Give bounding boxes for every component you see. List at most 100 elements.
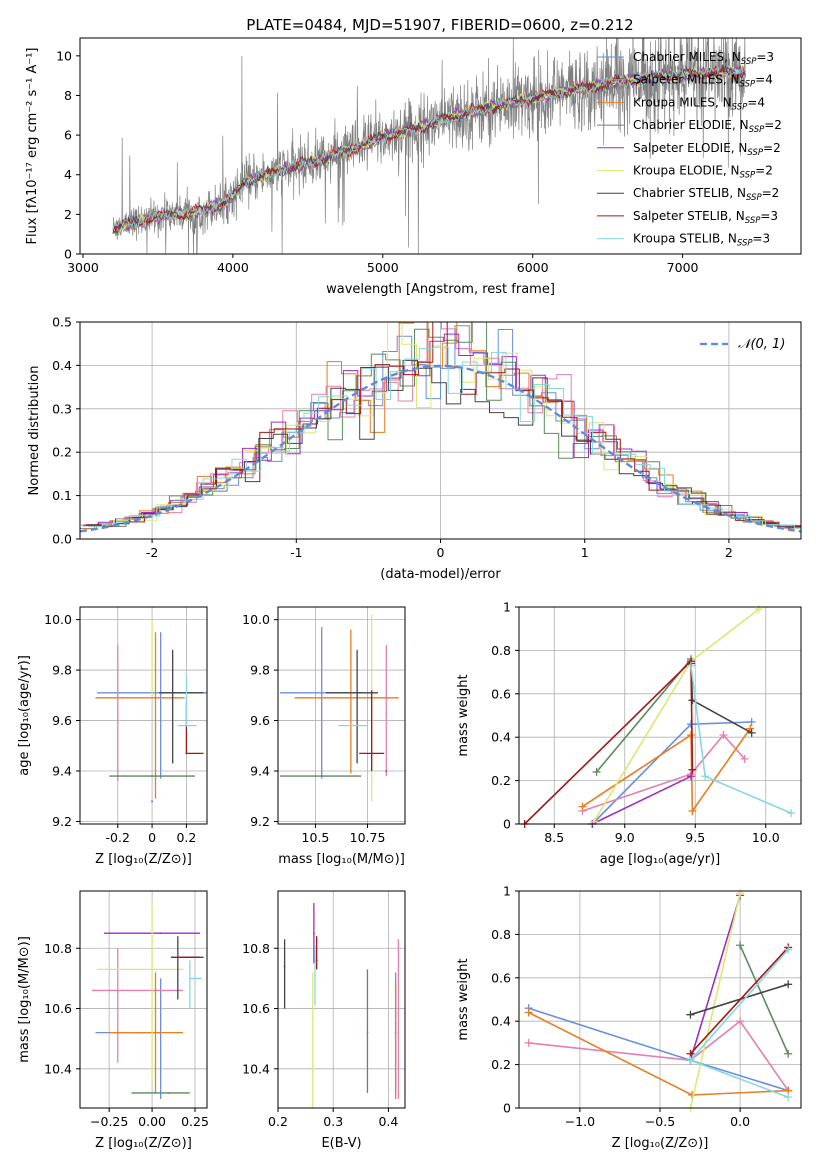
x-tick-label: 10.0 <box>752 830 780 845</box>
y-axis-label: Flux [fλ10⁻¹⁷ erg cm⁻² s⁻¹ A⁻¹] <box>25 48 40 245</box>
y-tick-label: 0.2 <box>491 773 511 788</box>
errorbar-point <box>116 989 119 992</box>
errorbar-point <box>385 712 388 714</box>
errorbar-point <box>385 770 388 772</box>
y-tick-label: 10 <box>56 48 72 63</box>
errorbar-point <box>314 974 316 977</box>
legend-label: 𝒩(0, 1) <box>738 337 785 352</box>
x-tick-label: 3000 <box>67 260 99 275</box>
x-tick-label: 4000 <box>217 260 249 275</box>
legend-label: Kroupa STELIB, NSSP=3 <box>633 232 770 249</box>
spectrum-plot-area <box>112 38 746 254</box>
y-tick-label: 9.8 <box>52 663 72 678</box>
y-tick-label: 0.6 <box>491 686 511 701</box>
mass-weight-marker <box>784 945 793 954</box>
x-tick-label: 0.2 <box>268 1114 288 1129</box>
mass-weight-marker <box>747 718 756 727</box>
residuals-panel: -2 -1 0 1 2 0.0 0.1 0.2 0.3 0.4 0.5 (data-model)/er… <box>27 315 802 582</box>
errorbar-point <box>159 932 162 935</box>
x-axis-label: (data-model)/error <box>380 567 501 582</box>
y-tick-label: 10.6 <box>44 1001 72 1016</box>
age-vs-mass-panel: 10.5 10.75 9.2 9.4 9.6 9.8 10.0 mass [log₁₀(M/M… <box>242 606 406 867</box>
age-vs-Z-panel: -0.2 0 0.2 9.2 9.4 9.6 9.8 10.0 Z [log₁₀(Z/Z⊙)] a… <box>17 606 208 867</box>
errorbar-point <box>185 724 188 727</box>
mass-weight-line <box>591 775 692 825</box>
legend-label: Kroupa MILES, NSSP=4 <box>633 95 765 112</box>
legend-label: Chabrier STELIB, NSSP=2 <box>633 186 779 203</box>
y-tick-label: 0.2 <box>491 1057 511 1072</box>
legend-label: Salpeter STELIB, NSSP=3 <box>633 209 778 226</box>
residuals-plot-area <box>80 322 801 533</box>
x-tick-label: 0.25 <box>181 1114 209 1129</box>
y-tick-label: 10.4 <box>242 1061 270 1076</box>
x-tick-label: 0 <box>148 830 156 845</box>
x-axis-label: Z [log₁₀(Z/Z⊙)] <box>612 1136 709 1151</box>
x-tick-label: 9.5 <box>685 830 705 845</box>
x-tick-label: 8.5 <box>544 830 564 845</box>
y-tick-label: 9.2 <box>250 814 270 829</box>
x-tick-label: 1 <box>581 545 589 560</box>
residual-histogram-series <box>87 346 801 529</box>
mass-weight-marker <box>740 754 749 763</box>
weight-vs-Z-panel: −1.0 −0.5 0.0 0 0.2 0.4 0.6 0.8 1 Z [log₁₀(Z/Z⊙)]… <box>456 884 802 1151</box>
errorbar-point <box>151 800 153 803</box>
x-axis-label: E(B-V) <box>321 1136 361 1151</box>
mass-weight-marker <box>736 1017 745 1026</box>
y-tick-label: 0.4 <box>491 730 511 745</box>
mass-weight-line <box>524 659 694 825</box>
y-tick-label: 10.6 <box>242 1001 270 1016</box>
y-tick-label: 10.0 <box>44 612 72 627</box>
errorbar-point <box>185 956 188 959</box>
errorbar-point <box>370 752 373 755</box>
weight_vs_age-plot-area <box>520 605 796 828</box>
y-tick-label: 2 <box>64 207 72 222</box>
mass-weight-marker <box>688 806 697 815</box>
mass-weight-marker <box>787 809 796 818</box>
legend-label: Chabrier MILES, NSSP=3 <box>633 50 774 67</box>
y-tick-label: 6 <box>64 128 72 143</box>
mass-weight-marker <box>578 802 587 811</box>
mass-weight-marker <box>719 731 728 740</box>
mass-weight-marker <box>524 1038 533 1047</box>
mass-vs-Z-panel: −0.25 0.00 0.25 10.4 10.6 10.8 Z [log₁₀(Z/Z⊙)]… <box>17 890 209 1151</box>
x-tick-label: 0.00 <box>138 1114 166 1129</box>
mass-weight-line <box>739 944 789 1055</box>
y-tick-label: 0.6 <box>491 970 511 985</box>
errorbar-point <box>116 712 119 714</box>
errorbar-point <box>171 691 174 694</box>
y-tick-label: 0.4 <box>52 358 72 373</box>
mass-weight-marker <box>687 731 696 740</box>
weight_vs_Z-plot-area <box>524 889 793 1112</box>
y-axis-label: mass [log₁₀(M/M⊙)] <box>17 936 32 1063</box>
y-tick-label: 4 <box>64 167 72 182</box>
x-tick-label: −0.5 <box>645 1114 675 1129</box>
y-tick-label: 9.6 <box>52 713 72 728</box>
errorbar-point <box>366 1031 369 1034</box>
mass-weight-marker <box>686 1010 695 1019</box>
mass-weight-line <box>689 893 741 1109</box>
x-axis-label: wavelength [Angstrom, rest frame] <box>326 282 555 297</box>
errorbar-point <box>188 977 191 980</box>
residual-histogram-series <box>84 322 801 529</box>
mass-weight-marker <box>688 765 697 774</box>
axes-frame <box>79 37 802 255</box>
y-tick-label: 10.8 <box>44 941 72 956</box>
errorbar-point <box>320 691 323 694</box>
errorbar-point <box>397 1031 400 1034</box>
y-tick-label: 0 <box>503 1101 511 1116</box>
y-tick-label: 0 <box>64 247 72 262</box>
y-axis-label: age [log₁₀(age/yr)] <box>17 655 32 776</box>
x-axis-label: age [log₁₀(age/yr)] <box>600 852 721 867</box>
legend-label: Chabrier ELODIE, NSSP=2 <box>633 118 782 135</box>
x-tick-label: 2 <box>725 545 733 560</box>
y-tick-label: 0.3 <box>52 401 72 416</box>
y-tick-label: 0.5 <box>52 315 72 330</box>
mass-weight-marker <box>747 728 756 737</box>
errorbar-point <box>358 724 361 727</box>
mass-weight-marker <box>784 1093 793 1102</box>
errorbar-point <box>356 691 359 694</box>
residual-histogram-series <box>81 322 801 530</box>
x-tick-label: 0.0 <box>730 1114 750 1129</box>
x-axis-label: mass [log₁₀(M/M⊙)] <box>278 852 405 867</box>
mass-weight-marker <box>687 661 696 670</box>
